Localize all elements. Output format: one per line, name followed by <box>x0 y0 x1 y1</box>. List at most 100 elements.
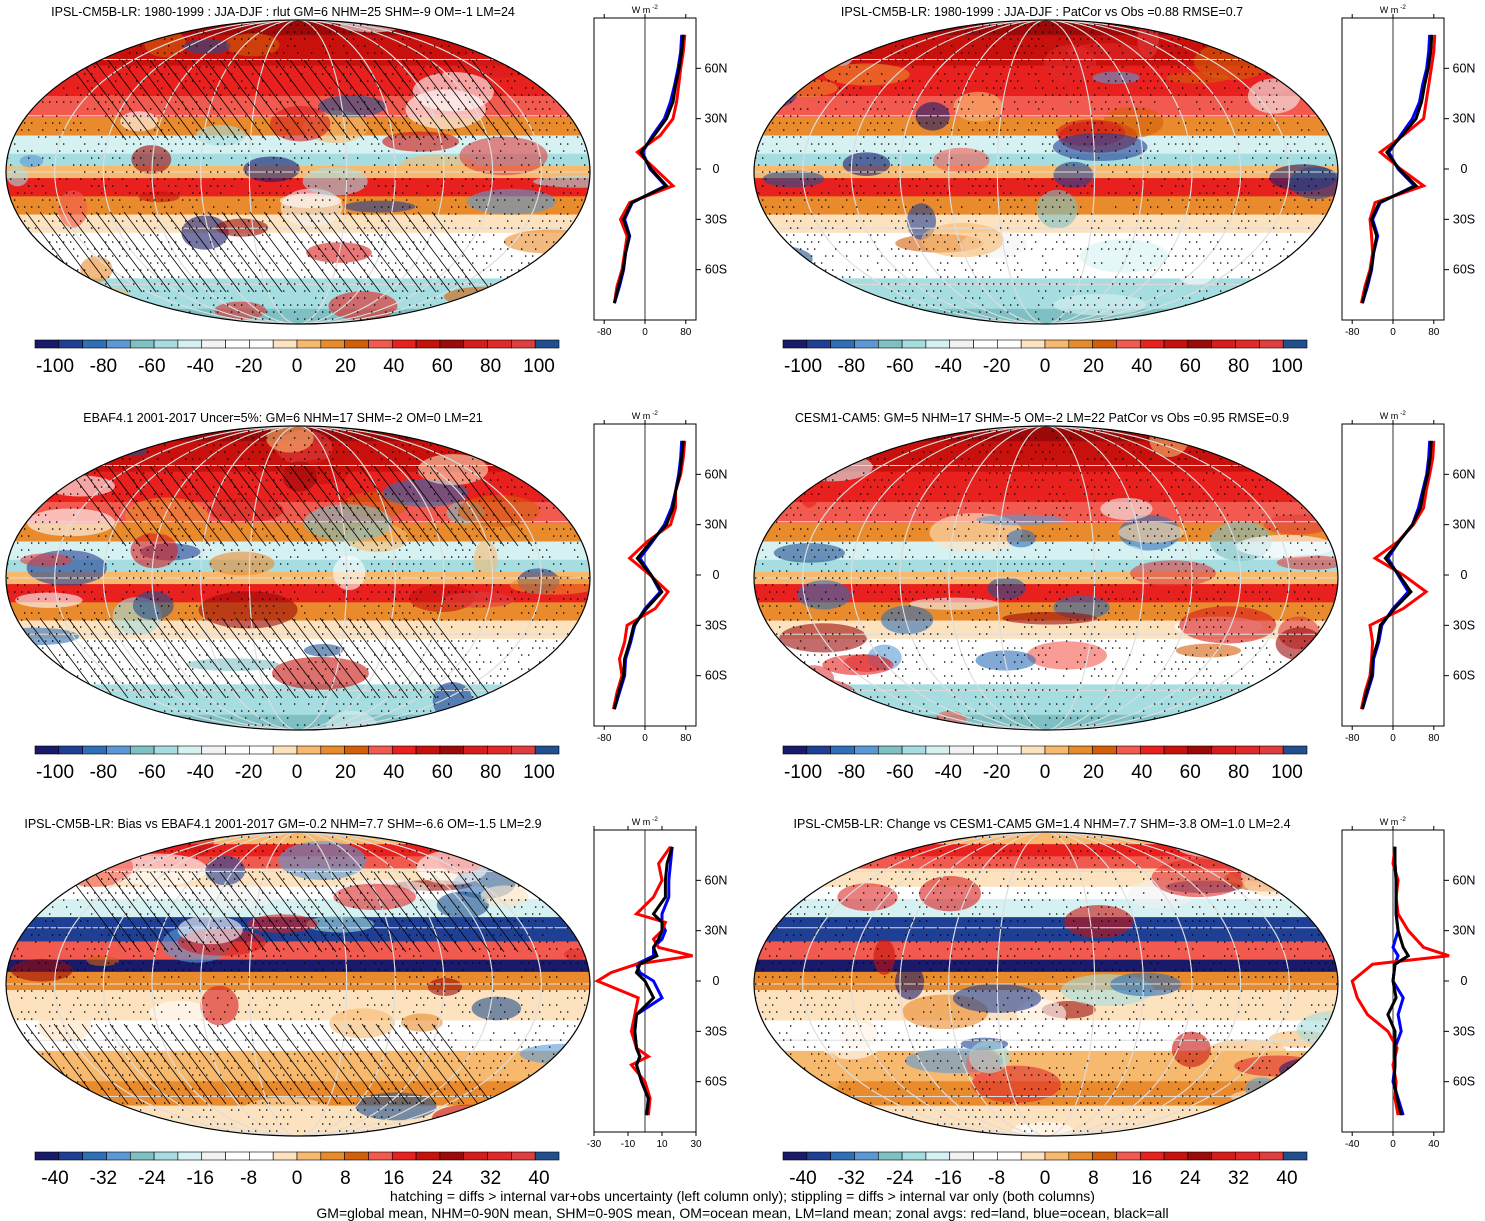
map-outline <box>5 19 591 325</box>
zonal-x-tick-label: 80 <box>680 327 692 338</box>
colorbar-tick-label: 20 <box>1083 762 1104 783</box>
zonal-mean-plot: W m -2 -80 0 80 60N 30N 0 30S 60S <box>593 4 728 338</box>
panel-title: IPSL-CM5B-LR: Bias vs EBAF4.1 2001-2017 … <box>24 817 541 831</box>
colorbar-tick-label: 0 <box>1040 356 1051 377</box>
zonal-series-land <box>594 845 693 1116</box>
colorbar-tick-label: -80 <box>90 762 117 783</box>
zonal-lat-label: 30N <box>1453 518 1476 532</box>
colorbar: -40 -32 -24 -16 -8 0 8 16 24 32 40 <box>782 1151 1308 1189</box>
zonal-lat-label: 30N <box>705 112 728 126</box>
colorbar-tick-label: -60 <box>138 762 165 783</box>
panel-title: EBAF4.1 2001-2017 Uncer=5%: GM=6 NHM=17 … <box>83 411 483 425</box>
zonal-lat-label: 60S <box>1453 263 1475 277</box>
colorbar-tick-label: -40 <box>186 356 213 377</box>
zonal-series-all <box>1360 34 1434 304</box>
colorbar-tick-label: 0 <box>292 356 303 377</box>
zonal-series-all <box>633 846 674 1116</box>
panel-title: IPSL-CM5B-LR: 1980-1999 : JJA-DJF : rlut… <box>51 5 515 19</box>
zonal-x-tick-label: -40 <box>1345 1139 1360 1150</box>
panel-4: CESM1-CAM5: GM=5 NHM=17 SHM=-5 OM=-2 LM=… <box>753 410 1476 783</box>
zonal-x-tick-label: 30 <box>690 1139 702 1150</box>
panel-title: IPSL-CM5B-LR: 1980-1999 : JJA-DJF : PatC… <box>841 5 1243 19</box>
zonal-x-tick-label: -80 <box>1345 327 1360 338</box>
colorbar-tick-label: -40 <box>41 1168 68 1189</box>
zonal-x-tick-label: 80 <box>1428 327 1440 338</box>
colorbar-tick-label: 40 <box>383 356 404 377</box>
zonal-x-tick-label: 0 <box>642 327 648 338</box>
colorbar-tick-label: -20 <box>235 762 262 783</box>
colorbar-tick-label: -100 <box>36 356 74 377</box>
zonal-series-land <box>1350 846 1450 1116</box>
colorbar-tick-label: -80 <box>90 356 117 377</box>
colorbar: -100 -80 -60 -40 -20 0 20 40 60 80 100 <box>34 339 560 377</box>
colorbar-tick-label: -60 <box>138 356 165 377</box>
colorbar-tick-label: -8 <box>988 1168 1005 1189</box>
zonal-x-tick-label: 0 <box>1390 733 1396 744</box>
zonal-x-tick-label: -80 <box>597 733 612 744</box>
colorbar-tick-label: 100 <box>523 356 555 377</box>
colorbar-tick-label: -40 <box>934 356 961 377</box>
zonal-mean-plot: W m -2 -30 -10 10 30 60N 30N 0 30S 60S <box>587 816 728 1150</box>
colorbar-tick-label: -24 <box>138 1168 166 1189</box>
colorbar-tick-label: 24 <box>1180 1168 1202 1189</box>
colorbar-tick-label: 80 <box>1228 356 1249 377</box>
zonal-x-tick-label: 0 <box>642 733 648 744</box>
map-field <box>754 20 1338 324</box>
colorbar-tick-label: 80 <box>480 762 501 783</box>
colorbar-tick-label: -20 <box>235 356 262 377</box>
map-field <box>754 426 1338 730</box>
panel-3: EBAF4.1 2001-2017 Uncer=5%: GM=6 NHM=17 … <box>5 410 728 783</box>
zonal-x-tick-label: 10 <box>656 1139 668 1150</box>
colorbar-tick-label: -16 <box>934 1168 961 1189</box>
zonal-lat-label: 60S <box>1453 669 1475 683</box>
zonal-lat-label: 0 <box>1461 162 1468 176</box>
zonal-lat-label: 60S <box>705 1075 727 1089</box>
colorbar-tick-label: -100 <box>36 762 74 783</box>
zonal-mean-plot: W m -2 -80 0 80 60N 30N 0 30S 60S <box>1341 4 1475 338</box>
zonal-unit-exponent: -2 <box>652 4 658 11</box>
zonal-x-tick-label: 0 <box>1390 1139 1396 1150</box>
zonal-lat-label: 30N <box>705 924 728 938</box>
zonal-x-tick-label: -30 <box>587 1139 602 1150</box>
colorbar-tick-label: 0 <box>292 1168 303 1189</box>
colorbar-tick-label: -16 <box>186 1168 213 1189</box>
zonal-series-all <box>612 34 685 304</box>
zonal-lat-label: 30S <box>1453 212 1475 226</box>
zonal-unit: W m <box>1380 817 1399 827</box>
colorbar-tick-label: 0 <box>1040 762 1051 783</box>
colorbar-tick-label: 40 <box>383 762 404 783</box>
zonal-unit-exponent: -2 <box>1400 4 1406 11</box>
colorbar-tick-label: -60 <box>886 762 913 783</box>
colorbar-tick-label: 8 <box>340 1168 351 1189</box>
colorbar: -100 -80 -60 -40 -20 0 20 40 60 80 100 <box>782 745 1308 783</box>
zonal-lat-label: 0 <box>713 974 720 988</box>
colorbar-tick-label: -20 <box>983 356 1010 377</box>
colorbar-tick-label: -32 <box>90 1168 117 1189</box>
map-outline <box>753 19 1339 325</box>
zonal-lat-label: 30N <box>1453 924 1476 938</box>
zonal-x-tick-label: 40 <box>1428 1139 1440 1150</box>
colorbar-tick-label: 60 <box>1180 356 1201 377</box>
colorbar-tick-label: -8 <box>240 1168 257 1189</box>
zonal-lat-label: 60S <box>1453 1075 1475 1089</box>
zonal-unit: W m <box>1380 411 1399 421</box>
zonal-unit: W m <box>632 817 651 827</box>
colorbar-tick-label: 16 <box>383 1168 404 1189</box>
zonal-lat-label: 60S <box>705 669 727 683</box>
zonal-lat-label: 60S <box>705 263 727 277</box>
zonal-lat-label: 60N <box>705 873 728 887</box>
colorbar-tick-label: 20 <box>1083 356 1104 377</box>
zonal-unit-exponent: -2 <box>1400 410 1406 417</box>
colorbar-tick-label: 60 <box>432 762 453 783</box>
zonal-lat-label: 60N <box>705 467 728 481</box>
zonal-lat-label: 0 <box>1461 568 1468 582</box>
zonal-lat-label: 30S <box>705 212 727 226</box>
zonal-lat-label: 30S <box>1453 1024 1475 1038</box>
map-field <box>6 20 590 324</box>
colorbar-tick-label: 32 <box>480 1168 501 1189</box>
zonal-unit: W m <box>1380 5 1399 15</box>
colorbar: -40 -32 -24 -16 -8 0 8 16 24 32 40 <box>34 1151 560 1189</box>
zonal-mean-plot: W m -2 -80 0 80 60N 30N 0 30S 60S <box>1341 410 1476 744</box>
map-outline <box>753 425 1339 731</box>
colorbar-tick-label: -20 <box>983 762 1010 783</box>
